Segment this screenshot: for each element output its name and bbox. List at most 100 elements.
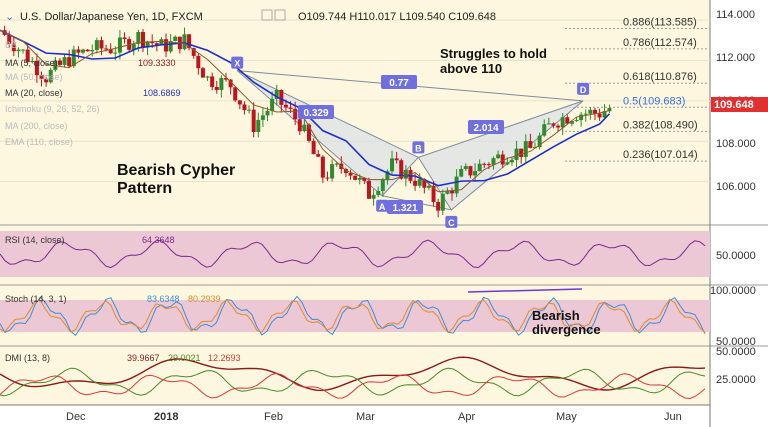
- stoch-d-line: [0, 298, 706, 334]
- legend-bb[interactable]: BB: [5, 40, 17, 50]
- ohlc-values: O109.744 H110.017 L109.540 C109.648: [298, 11, 496, 23]
- candle-body: [491, 158, 496, 165]
- candlesticks: [2, 25, 612, 218]
- collapse-chevron-icon[interactable]: ⌄: [5, 11, 14, 23]
- candle-body: [34, 61, 39, 76]
- point-label-text: D: [580, 85, 587, 95]
- rsi-label[interactable]: RSI (14, close): [5, 235, 65, 245]
- oscillator-lines: [0, 239, 706, 400]
- price-axis[interactable]: 114.000 112.000 110.000 108.000 106.000 …: [711, 9, 768, 193]
- stoch-tick: 100.0000: [710, 285, 756, 297]
- candle-body: [279, 89, 284, 105]
- ratio-label-text: 2.014: [473, 123, 498, 134]
- candle-body: [228, 79, 233, 88]
- candle-body: [592, 109, 597, 114]
- visibility-icon[interactable]: [261, 9, 273, 21]
- candle-body: [154, 43, 159, 45]
- candle-body: [551, 123, 556, 126]
- candle-body: [468, 166, 473, 176]
- candle-body: [413, 180, 418, 186]
- fib-label: 0.786(112.574): [623, 37, 697, 49]
- legend-ma5[interactable]: MA (5, close): [5, 58, 58, 68]
- candle-body: [320, 156, 325, 178]
- candle-body: [417, 179, 422, 186]
- candle-body: [30, 61, 35, 63]
- candle-body: [445, 190, 450, 194]
- candle-body: [579, 114, 584, 121]
- candle-body: [588, 109, 593, 114]
- stoch-k-value: 83.6348: [147, 294, 180, 304]
- candle-body: [104, 48, 109, 50]
- candle-body: [7, 34, 12, 44]
- candle-body: [71, 49, 76, 67]
- legend-ichimoku[interactable]: Ichimoku (9, 26, 52, 26): [5, 104, 100, 114]
- candle-body: [237, 100, 242, 105]
- candle-body: [523, 141, 528, 157]
- candle-body: [371, 194, 376, 199]
- legend-ma5-value: 109.3330: [138, 58, 176, 68]
- candle-body: [48, 69, 53, 83]
- candle-body: [482, 163, 487, 165]
- candle-body: [233, 87, 238, 101]
- settings-icon[interactable]: [274, 9, 286, 21]
- legend-ma50[interactable]: MA (50, close): [5, 72, 63, 82]
- stoch-band: [0, 300, 710, 332]
- time-tick: Apr: [458, 411, 475, 423]
- candle-body: [136, 31, 141, 44]
- legend-ema110[interactable]: EMA (110, close): [5, 137, 73, 147]
- dmi-plus-value: 29.0021: [168, 353, 201, 363]
- candle-body: [403, 169, 408, 179]
- candle-body: [214, 86, 219, 91]
- candle-body: [431, 185, 436, 202]
- candle-body: [205, 76, 210, 78]
- candle-body: [519, 148, 524, 157]
- point-label-box: [445, 215, 458, 228]
- candle-body: [380, 179, 385, 191]
- rsi-value: 64.3648: [142, 235, 175, 245]
- rsi-legend: RSI (14, close) 64.3648: [5, 235, 175, 245]
- legend-ma20[interactable]: MA (20, close): [5, 88, 63, 98]
- stoch-label[interactable]: Stoch (14, 3, 1): [5, 294, 67, 304]
- price-tick: 114.000: [716, 9, 755, 21]
- time-tick: 2018: [154, 411, 178, 423]
- candle-body: [537, 135, 542, 148]
- candle-body: [242, 104, 247, 111]
- chart-header: ⌄ U.S. Dollar/Japanese Yen, 1D, FXCM O10…: [5, 9, 496, 23]
- fib-label: 0.236(107.014): [623, 149, 698, 161]
- dmi-adx-line: [0, 356, 706, 392]
- candle-body: [187, 34, 192, 49]
- candle-body: [113, 52, 118, 54]
- candle-body: [334, 163, 339, 165]
- candle-body: [426, 185, 431, 188]
- candle-body: [25, 49, 30, 63]
- candle-body: [602, 111, 607, 118]
- point-label-text: B: [415, 143, 422, 153]
- legend-ma200[interactable]: MA (200, close): [5, 121, 68, 131]
- fib-label: 0.382(108.490): [623, 119, 698, 131]
- indicator-legend: BB MA (5, close) 109.3330 MA (50, close)…: [5, 40, 181, 147]
- time-axis[interactable]: Dec 2018 Feb Mar Apr May Jun: [66, 411, 682, 423]
- candle-body: [454, 176, 459, 194]
- candle-body: [283, 104, 288, 108]
- rsi-line: [0, 239, 706, 269]
- dmi-label[interactable]: DMI (13, 8): [5, 353, 50, 363]
- candle-body: [560, 117, 565, 128]
- point-label-box: [412, 141, 425, 154]
- candle-body: [583, 113, 588, 115]
- rsi-band: [0, 231, 710, 277]
- fib-label: 0.618(110.876): [623, 71, 697, 83]
- ma20-line: [0, 29, 611, 187]
- ratio-label-box: [298, 105, 334, 119]
- candle-body: [200, 68, 205, 78]
- candle-body: [390, 158, 395, 172]
- candle-body: [302, 124, 307, 132]
- candle-body: [366, 180, 371, 199]
- dmi-tick: 25.0000: [716, 374, 756, 386]
- candle-body: [436, 201, 441, 211]
- candle-body: [94, 40, 99, 51]
- candle-body: [449, 190, 454, 194]
- candle-body: [21, 49, 26, 51]
- divergence-line: [467, 288, 583, 293]
- candle-body: [196, 55, 201, 69]
